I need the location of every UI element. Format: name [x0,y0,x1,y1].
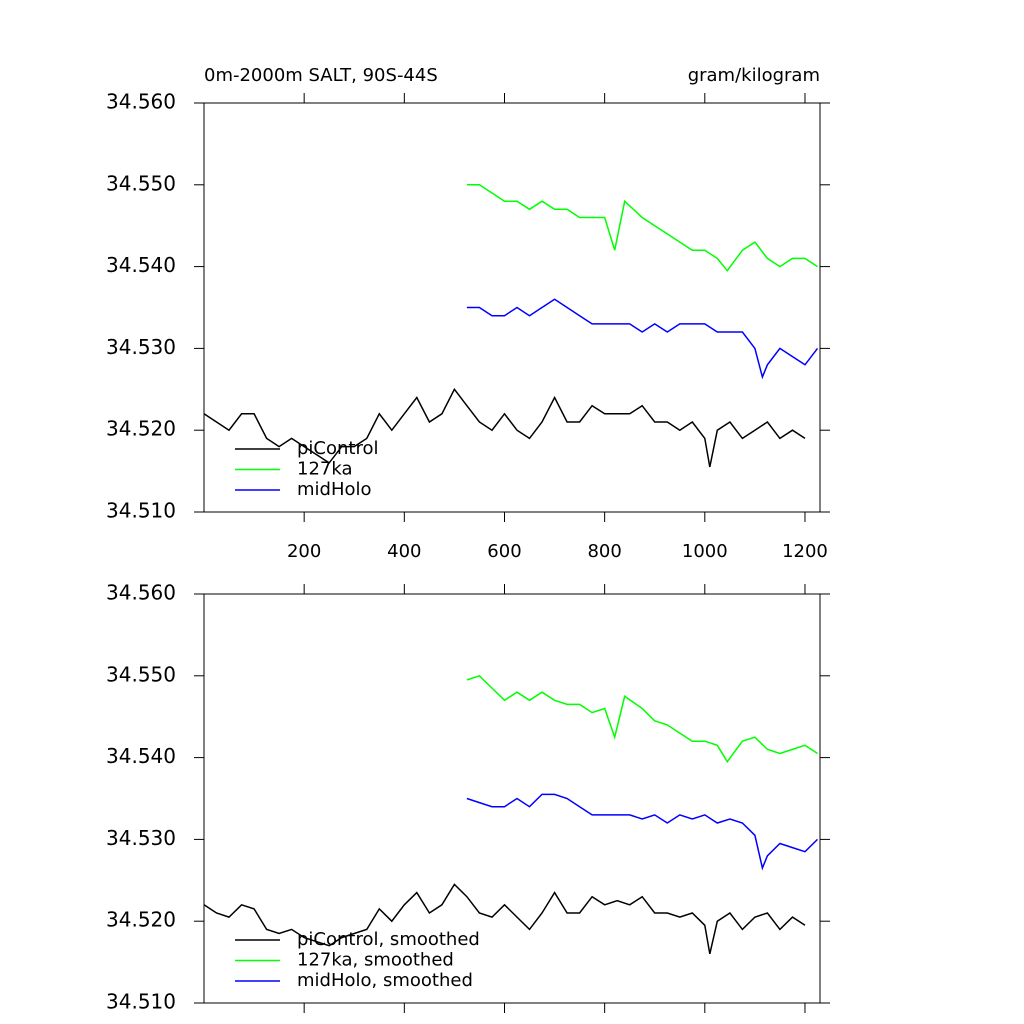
x-tick-label: 800 [587,541,621,562]
units-label: gram/kilogram [688,65,820,86]
legend-label: midHolo [297,479,372,500]
y-tick-label: 34.550 [106,171,176,195]
x-tick-label: 200 [287,541,321,562]
legend-label: 127ka [297,459,353,480]
x-tick-label: 1200 [782,541,828,562]
series-line [466,674,818,764]
y-tick-label: 34.540 [106,744,176,768]
series-line [203,883,806,955]
legend-label: piControl, smoothed [297,929,480,950]
plot-frame [203,593,821,1004]
series-line [466,793,819,871]
legend-label: piControl [297,438,379,459]
plot-frame [203,102,821,513]
y-tick-label: 34.520 [106,908,176,932]
y-tick-label: 34.520 [106,417,176,441]
series-line [466,184,818,272]
y-tick-label: 34.530 [106,826,176,850]
y-tick-label: 34.510 [106,990,176,1014]
x-tick-label: 1000 [682,541,728,562]
y-tick-label: 34.510 [106,499,176,523]
y-tick-label: 34.560 [106,90,176,114]
x-tick-label: 400 [387,541,421,562]
legend-label: midHolo, smoothed [297,970,473,991]
y-tick-label: 34.560 [106,581,176,605]
y-tick-label: 34.540 [106,253,176,277]
series-line [203,387,806,468]
chart-title: 0m-2000m SALT, 90S-44S [204,65,438,86]
y-tick-label: 34.530 [106,335,176,359]
series-line [466,298,819,380]
x-tick-label: 600 [487,541,521,562]
legend-label: 127ka, smoothed [297,950,454,971]
y-tick-label: 34.550 [106,662,176,686]
